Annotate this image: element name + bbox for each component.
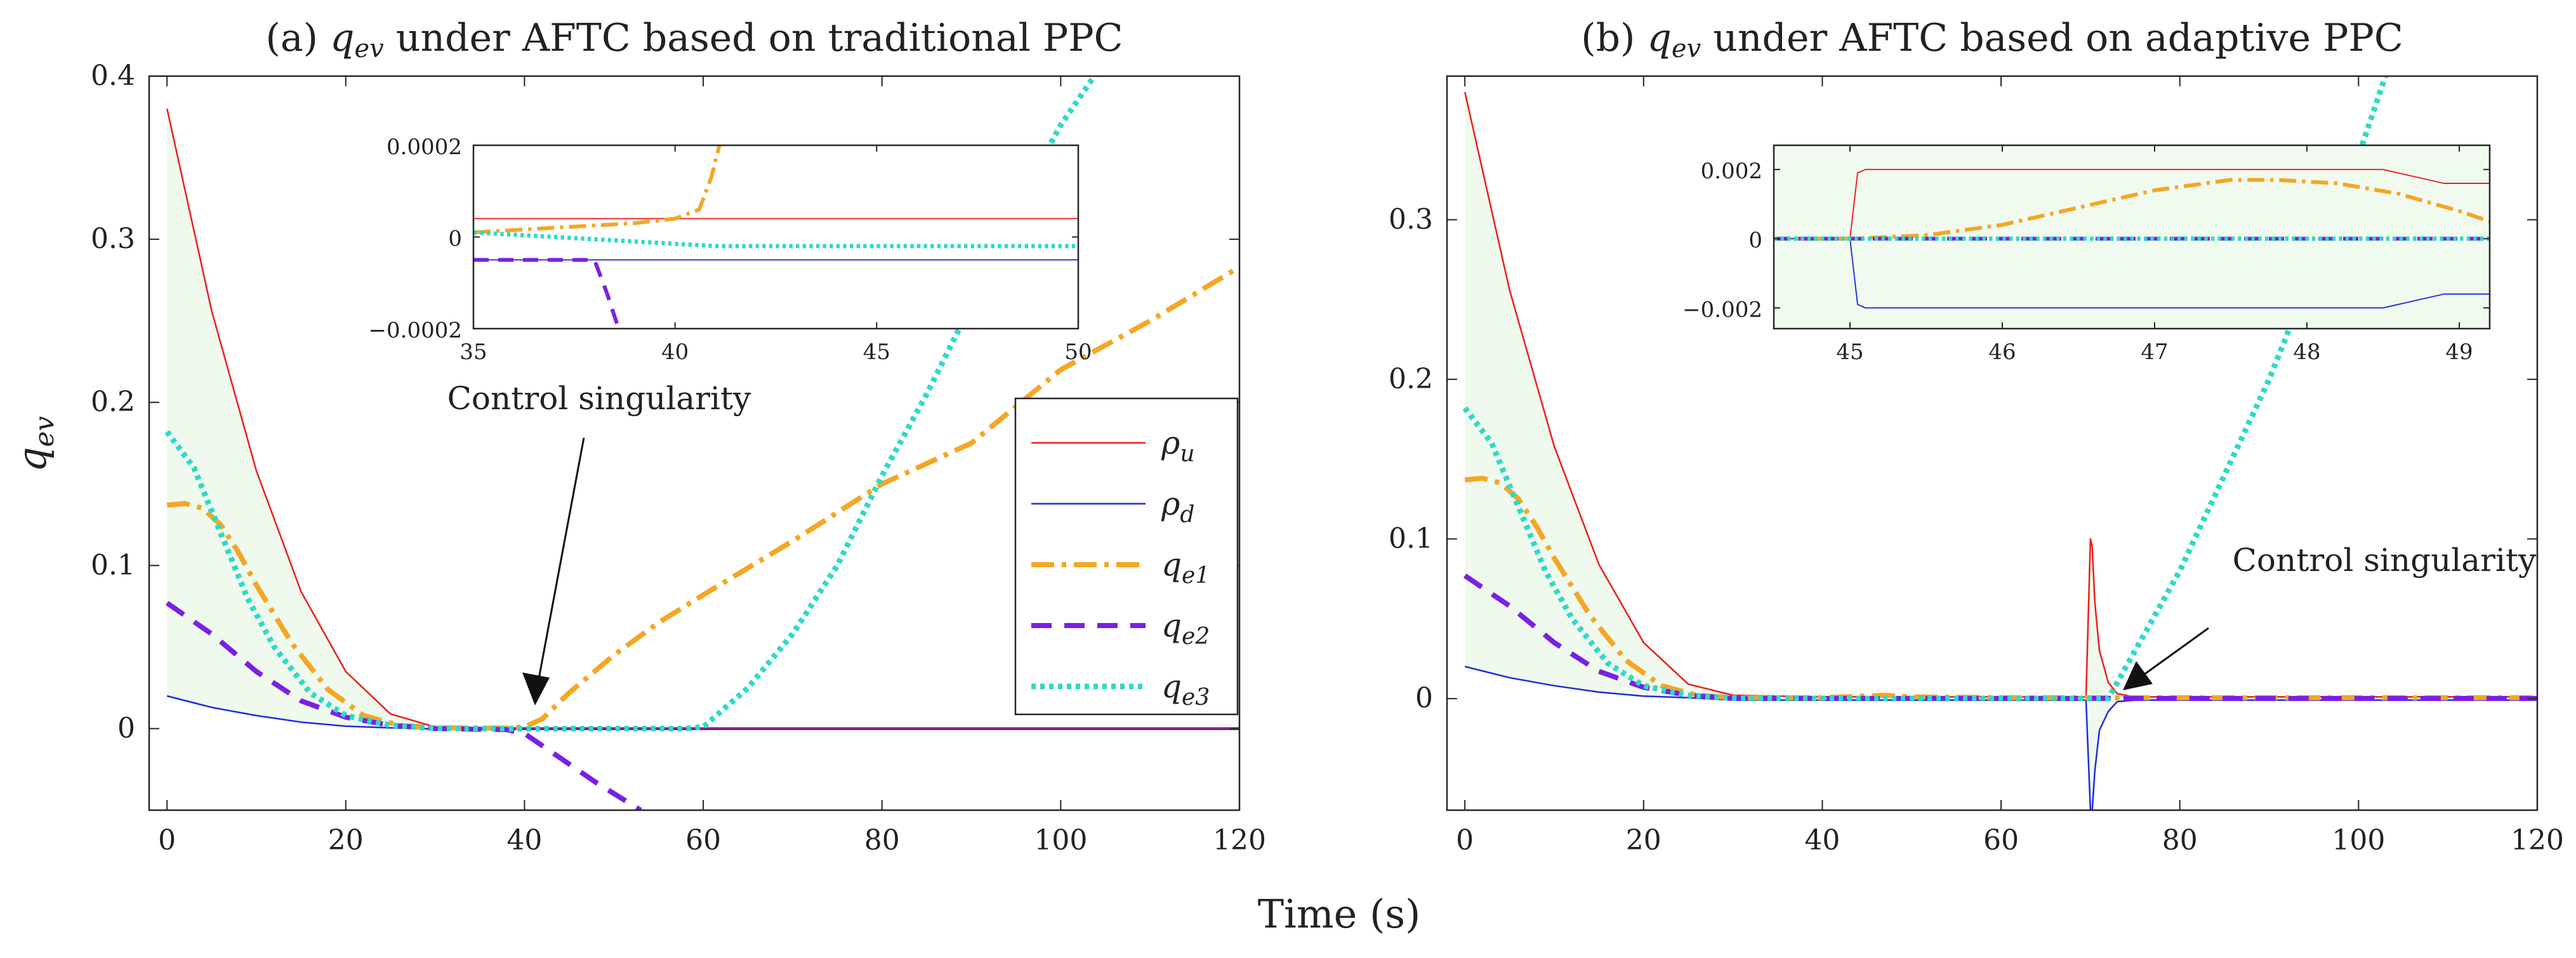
panel-b-line-q-e3	[1462, 76, 2388, 702]
panel-a-inset-ytick-label: 0	[448, 226, 462, 252]
panel-a-line-q-e2	[165, 601, 642, 810]
panel-a-xtick-label: 60	[685, 824, 721, 856]
panel-a-inset-xtick-label: 40	[661, 339, 689, 365]
panel-b-inset-ticks: 45 46 47 48 49 −0.002 0 0.002	[1682, 145, 2490, 365]
panel-a-inset-series	[473, 145, 1078, 329]
panel-b-ytick-label: 0.2	[1389, 363, 1433, 395]
legend-label-q-e3: qe3	[1161, 668, 1210, 711]
panel-a-xtick-label: 100	[1034, 824, 1087, 856]
panel-b-axes-box	[1446, 75, 2539, 811]
x-axis-label: Time (s)	[1258, 891, 1421, 937]
panel-b-xtick-label: 60	[1983, 824, 2019, 856]
panel-a-inset-xtick-label: 35	[459, 339, 487, 365]
panel-a-series	[164, 76, 1239, 810]
panel-b-inset-xtick-label: 45	[1836, 339, 1863, 365]
panel-a-xtick-label: 20	[328, 824, 364, 856]
panel-b-inset-box	[1773, 144, 2491, 330]
panel-b-annotation-arrow	[2123, 627, 2209, 690]
panel-b-inset-series	[1774, 169, 2490, 309]
panel-b-xtick-label: 100	[2332, 824, 2385, 856]
panel-b-line-q-e2	[1463, 573, 2537, 701]
panel-b-inset: 45 46 47 48 49 −0.002 0 0.002	[1682, 144, 2491, 365]
panel-b-xtick-label: 80	[2162, 824, 2198, 856]
panel-a-ytick-label: 0.3	[91, 223, 135, 255]
panel-b-inset-xtick-label: 49	[2445, 339, 2473, 365]
panel-a-ytick-label: 0.2	[91, 386, 135, 418]
panel-a-line-q-e3	[164, 76, 1098, 732]
panel-a-axes-box	[148, 75, 1241, 811]
panel-a-inset-xtick-label: 50	[1064, 339, 1092, 365]
panel-a-inset-line-q-e2	[473, 258, 621, 329]
panel-b-inset-xtick-label: 48	[2293, 339, 2320, 365]
panel-a-annotation: Control singularity	[447, 380, 751, 417]
panel-b: 0 20 40 60 80 100 120 0 0.1 0.2 0.3 (b) qev under …	[1389, 16, 2564, 856]
panel-a-xtick-label: 40	[506, 824, 542, 856]
panel-b-inset-xtick-label: 46	[1988, 339, 2016, 365]
panel-b-ticks: 0 20 40 60 80 100 120 0 0.1 0.2 0.3	[1389, 76, 2564, 856]
panel-b-inset-line-q-e1	[1774, 178, 2490, 241]
panel-a-xtick-label: 80	[864, 824, 900, 856]
panel-b-xtick-label: 40	[1804, 824, 1840, 856]
panel-a-inset-line-q-e3	[473, 230, 1078, 249]
panel-b-xtick-label: 20	[1626, 824, 1661, 856]
panel-b-ytick-label: 0	[1415, 682, 1433, 714]
panel-a-ytick-label: 0.4	[91, 60, 135, 92]
panel-a-inset-xtick-label: 45	[863, 339, 890, 365]
panel-a-inset: 35 40 45 50 −0.0002 0 0.0002	[369, 135, 1092, 365]
panel-a-ticks: 0 20 40 60 80 100 120 0 0.1 0.2 0.3 0.4	[91, 60, 1266, 856]
panel-b-xtick-label: 0	[1456, 824, 1474, 856]
panel-b-ytick-label: 0.3	[1389, 203, 1433, 235]
panel-a-xtick-label: 0	[158, 824, 176, 856]
panel-b-inset-ytick-label: 0.002	[1701, 159, 1762, 184]
panel-b-inset-ytick-label: −0.002	[1682, 297, 1762, 322]
panel-b-series	[1462, 76, 2537, 810]
panel-a-annotation-arrow	[522, 437, 585, 705]
panel-a-title: (a) qev under AFTC based on traditional …	[265, 16, 1123, 63]
panel-a-ytick-label: 0	[117, 712, 135, 744]
panel-a-ytick-label: 0.1	[91, 549, 135, 581]
panel-a-inset-line-q-e1	[473, 145, 722, 235]
panel-a-inset-ticks: 35 40 45 50 −0.0002 0 0.0002	[369, 135, 1092, 365]
panel-a-xtick-label: 120	[1213, 824, 1266, 856]
legend-label-rho-d: ρd	[1161, 485, 1194, 528]
panel-a-inset-ytick-label: 0.0002	[386, 135, 462, 160]
panel-b-ytick-label: 0.1	[1389, 522, 1433, 554]
legend: ρu ρd qe1 qe2 qe3	[1014, 397, 1239, 716]
legend-label-q-e1: qe1	[1161, 546, 1210, 589]
legend-label-q-e2: qe2	[1161, 607, 1210, 650]
panel-a: 0 20 40 60 80 100 120 0 0.1 0.2 0.3 0.4 (a) qev und…	[91, 16, 1266, 856]
panel-b-inset-ytick-label: 0	[1748, 228, 1762, 253]
panel-a-inset-ytick-label: −0.0002	[369, 318, 462, 343]
panel-b-annotation: Control singularity	[2233, 542, 2537, 579]
panel-b-title: (b) qev under AFTC based on adaptive PPC	[1581, 16, 2403, 63]
panel-b-inset-xtick-label: 47	[2141, 339, 2168, 365]
performance-bound-region	[167, 108, 1239, 730]
legend-label-rho-u: ρu	[1161, 424, 1195, 467]
panel-b-xtick-label: 120	[2511, 824, 2564, 856]
